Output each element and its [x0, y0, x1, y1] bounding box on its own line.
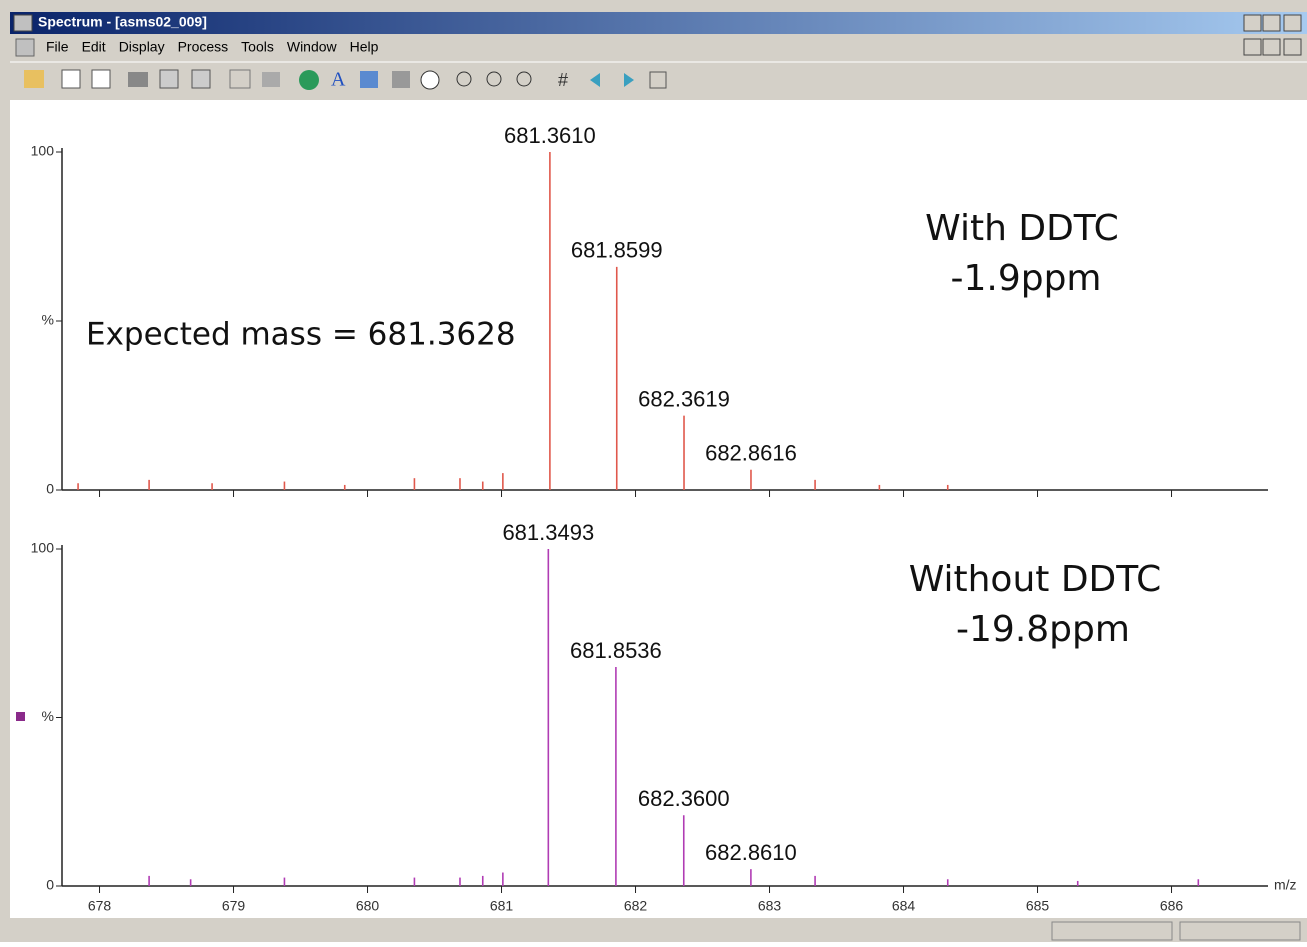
doc-close-button[interactable] [1283, 38, 1302, 56]
tool-text-icon[interactable]: A [331, 69, 346, 91]
y-tick-label: 0 [46, 877, 54, 893]
tool-axis[interactable] [229, 69, 251, 89]
y-tick-label: 0 [46, 481, 54, 497]
app-icon [13, 14, 33, 32]
peak-label: 681.8599 [571, 238, 663, 263]
maximize-button[interactable] [1262, 14, 1281, 32]
menu-item[interactable]: Window [287, 39, 338, 55]
tool-grid-icon[interactable]: # [558, 70, 568, 90]
title-buttons[interactable] [1243, 14, 1302, 56]
plot-area [10, 100, 1307, 918]
x-tick-label: 683 [758, 898, 782, 914]
menu-item[interactable]: Edit [82, 39, 106, 55]
condition-label: With DDTC [925, 208, 1119, 249]
doc-icon [15, 38, 35, 57]
menu-item[interactable]: Display [119, 39, 165, 55]
x-tick-label: 685 [1026, 898, 1050, 914]
tool-paste[interactable] [191, 69, 211, 89]
tool-globe[interactable] [299, 70, 319, 90]
tool-open[interactable] [24, 70, 44, 88]
tool-peaks[interactable] [392, 71, 410, 88]
minimize-button[interactable] [1243, 14, 1262, 32]
window-title: Spectrum - [asms02_009] [38, 14, 207, 30]
tool-zoom-in[interactable] [456, 71, 472, 87]
status-panel [1051, 921, 1173, 941]
menu-item[interactable]: Help [350, 39, 379, 55]
x-tick-label: 679 [222, 898, 246, 914]
x-tick-label: 678 [88, 898, 112, 914]
toolbar: A # [24, 69, 667, 91]
menu-item[interactable]: Tools [241, 39, 274, 55]
close-button[interactable] [1283, 14, 1302, 32]
peak-label: 682.3600 [638, 786, 730, 811]
trace-marker [16, 712, 25, 721]
doc-minimize-button[interactable] [1243, 38, 1262, 56]
peak-label: 681.3610 [504, 123, 596, 148]
peak-label: 682.8610 [705, 840, 797, 865]
peak-label: 681.8536 [570, 638, 662, 663]
tool-camera[interactable] [128, 72, 148, 87]
spectra: 0% 100 681.3610 681.8599 682.3619 682.8616 Exp… [31, 123, 1297, 914]
x-tick-label: 682 [624, 898, 648, 914]
tool-back[interactable] [590, 73, 600, 87]
status-panel [1179, 921, 1301, 941]
y-tick-label: 100 [31, 143, 55, 159]
menu-item[interactable]: File [46, 39, 69, 55]
tool-list[interactable] [360, 71, 378, 88]
y-tick-label: 100 [31, 540, 55, 556]
menu-item[interactable]: Process [178, 39, 229, 55]
y-tick-label: % [42, 312, 54, 328]
menu-bar: File Edit Display Process Tools Window Help [46, 39, 379, 55]
tool-book[interactable] [262, 72, 280, 87]
x-tick-label: 681 [490, 898, 514, 914]
x-tick-label: 684 [892, 898, 916, 914]
tool-forward[interactable] [624, 73, 634, 87]
tool-preview[interactable] [91, 69, 111, 89]
x-tick-label: 686 [1160, 898, 1184, 914]
doc-restore-button[interactable] [1262, 38, 1281, 56]
tool-zoom-reset[interactable] [516, 71, 532, 87]
tool-fit[interactable] [649, 71, 667, 89]
y-tick-label: % [42, 708, 54, 724]
tool-zoom-out[interactable] [486, 71, 502, 87]
x-tick-label: 680 [356, 898, 380, 914]
x-axis-label: m/z [1274, 877, 1297, 893]
ppm-label: -1.9ppm [950, 258, 1101, 299]
peak-label: 682.3619 [638, 386, 730, 411]
tool-print[interactable] [61, 69, 81, 89]
title-bar [10, 12, 1307, 34]
tool-copy[interactable] [159, 69, 179, 89]
annotation: Expected mass = 681.3628 [86, 317, 516, 353]
peak-label: 681.3493 [502, 520, 594, 545]
condition-label: Without DDTC [909, 559, 1162, 600]
ppm-label: -19.8ppm [956, 609, 1130, 650]
tool-clock[interactable] [420, 70, 440, 90]
peak-label: 682.8616 [705, 441, 797, 466]
